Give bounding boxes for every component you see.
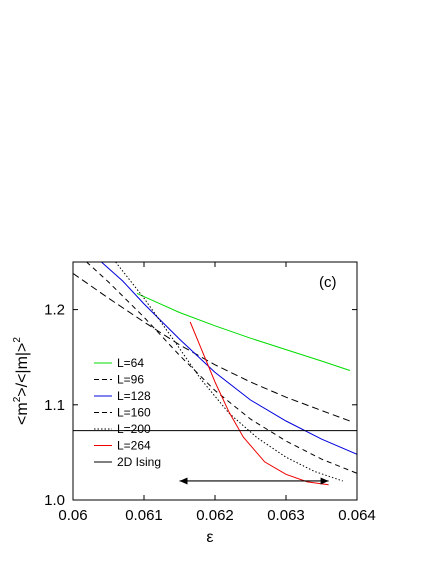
x-tick-label: 0.063 xyxy=(267,507,305,524)
legend-label-l-96: L=96 xyxy=(117,373,144,387)
series-line-l-264 xyxy=(189,321,329,486)
legend: L=64 L=96 L=128 L=160 L=200 L=264 2D Ising xyxy=(94,356,161,469)
y-label-superscript: 2 xyxy=(12,337,23,343)
panel-label: (c) xyxy=(319,274,337,291)
series-line-l-160 xyxy=(85,262,357,474)
arrow-head-left xyxy=(179,477,188,485)
x-tick-label: 0.064 xyxy=(338,507,376,524)
legend-label-l-128: L=128 xyxy=(117,389,151,403)
y-tick-label: 1.1 xyxy=(44,397,65,414)
x-tick-label: 0.061 xyxy=(125,507,163,524)
y-label-part: >/<|m|> xyxy=(14,343,31,397)
svg-text:<m2>/<|m|>2: <m2>/<|m|>2 xyxy=(12,337,31,425)
y-tick-label: 1.2 xyxy=(44,302,65,319)
x-tick-label: 0.06 xyxy=(58,507,87,524)
legend-label-l-160: L=160 xyxy=(117,406,151,420)
y-axis-label: <m2>/<|m|>2 xyxy=(12,337,31,425)
x-tick-label: 0.062 xyxy=(196,507,234,524)
y-label-part: <m xyxy=(14,402,31,425)
legend-label-l-264: L=264 xyxy=(117,439,151,453)
tick-layer: 0.06 0.061 0.062 0.063 0.064 1.0 1.1 1.2 xyxy=(44,262,376,524)
legend-label-2d-ising: 2D Ising xyxy=(117,455,161,469)
series-layer xyxy=(73,262,357,486)
legend-label-l-200: L=200 xyxy=(117,422,151,436)
series-line-l-64 xyxy=(136,292,351,371)
legend-label-l-64: L=64 xyxy=(117,356,144,370)
x-axis-label: ε xyxy=(206,529,213,546)
series-line-l-96 xyxy=(73,272,351,422)
series-line-l-128 xyxy=(101,262,357,455)
annotation-layer xyxy=(179,477,329,485)
y-tick-label: 1.0 xyxy=(44,492,65,509)
arrow-head-right xyxy=(320,477,329,485)
y-label-superscript: 2 xyxy=(12,396,23,402)
